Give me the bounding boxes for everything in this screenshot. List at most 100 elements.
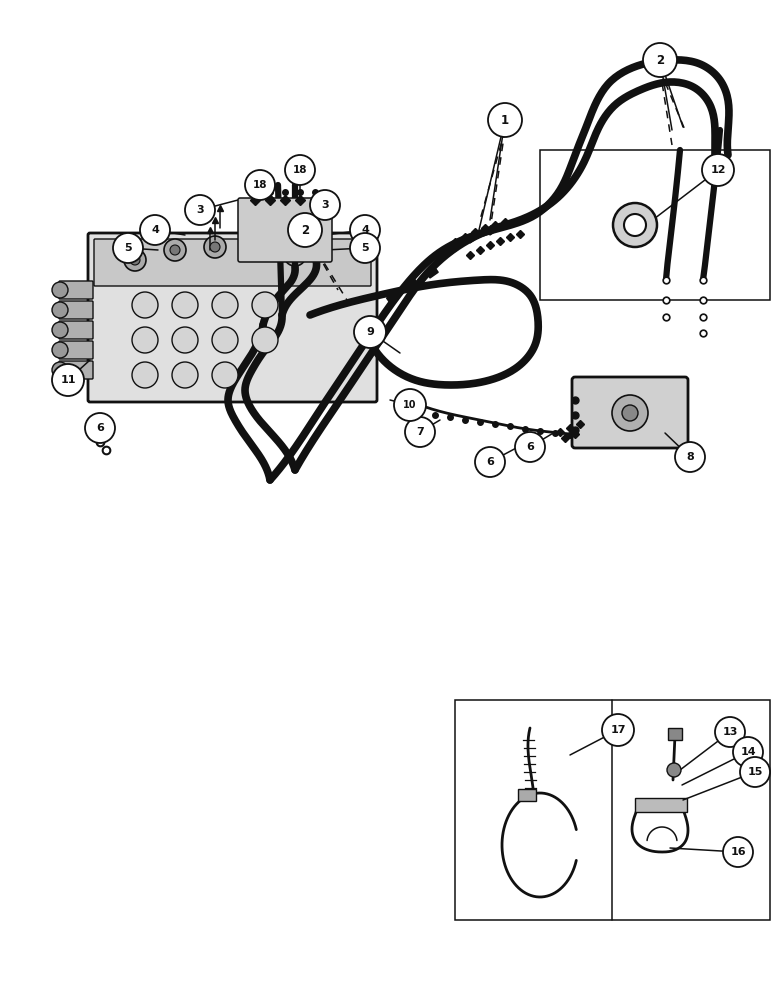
Circle shape [212,292,238,318]
Circle shape [250,245,260,255]
Bar [540,150,770,300]
Circle shape [52,364,84,396]
Text: 3: 3 [196,205,204,215]
Circle shape [475,447,505,477]
Text: 8: 8 [686,452,694,462]
Circle shape [740,757,770,787]
Circle shape [515,432,545,462]
Text: 6: 6 [526,442,534,452]
Text: 11: 11 [60,375,76,385]
Bar [407,279,418,290]
Circle shape [288,213,322,247]
Circle shape [172,292,198,318]
Circle shape [602,714,634,746]
Circle shape [284,244,306,266]
Circle shape [622,405,638,421]
FancyBboxPatch shape [572,377,688,448]
FancyBboxPatch shape [59,301,93,319]
Text: 16: 16 [730,847,746,857]
Circle shape [245,170,275,200]
Text: 4: 4 [361,225,369,235]
Text: 7: 7 [416,427,424,437]
Circle shape [252,327,278,353]
Circle shape [702,154,734,186]
Circle shape [185,195,215,225]
Text: 2: 2 [656,53,664,66]
Circle shape [244,239,266,261]
Text: 6: 6 [96,423,104,433]
Text: 10: 10 [403,400,417,410]
Bar [387,292,398,303]
Circle shape [52,362,68,378]
Circle shape [132,327,158,353]
Circle shape [52,342,68,358]
Text: 9: 9 [366,327,374,337]
Circle shape [285,155,315,185]
Circle shape [85,413,115,443]
FancyBboxPatch shape [94,239,371,286]
Circle shape [172,327,198,353]
Bar [668,728,682,740]
Text: 18: 18 [293,165,307,175]
Circle shape [132,292,158,318]
Text: 5: 5 [124,243,132,253]
Circle shape [172,362,198,388]
Circle shape [130,255,140,265]
Text: 13: 13 [723,727,738,737]
Circle shape [290,250,300,260]
Text: 15: 15 [747,767,763,777]
Circle shape [643,43,677,77]
Bar [486,224,498,235]
Circle shape [394,389,426,421]
Bar [466,232,478,243]
Bar [427,267,438,278]
Circle shape [212,327,238,353]
Circle shape [405,417,435,447]
Circle shape [667,763,681,777]
Text: 17: 17 [610,725,626,735]
FancyBboxPatch shape [59,281,93,299]
Text: 12: 12 [710,165,726,175]
Circle shape [52,282,68,298]
FancyBboxPatch shape [59,361,93,379]
Circle shape [210,242,220,252]
Circle shape [124,249,146,271]
Circle shape [170,245,180,255]
Text: 1: 1 [501,113,509,126]
FancyBboxPatch shape [59,321,93,339]
Circle shape [612,395,648,431]
Bar [518,789,536,801]
Circle shape [132,362,158,388]
Circle shape [350,233,380,263]
Circle shape [715,717,745,747]
Circle shape [350,215,380,245]
Text: 6: 6 [486,457,494,467]
Text: 5: 5 [361,243,369,253]
Text: 2: 2 [301,224,309,236]
Text: 4: 4 [151,225,159,235]
Bar [446,244,459,255]
Text: 3: 3 [321,200,329,210]
Circle shape [140,215,170,245]
Circle shape [624,214,646,236]
Circle shape [204,236,226,258]
Circle shape [164,239,186,261]
Circle shape [52,302,68,318]
Circle shape [252,292,278,318]
Circle shape [52,322,68,338]
FancyBboxPatch shape [238,198,332,262]
Circle shape [675,442,705,472]
Circle shape [310,190,340,220]
Bar [455,700,770,920]
Circle shape [613,203,657,247]
Circle shape [488,103,522,137]
FancyBboxPatch shape [88,233,377,402]
Circle shape [723,837,753,867]
Circle shape [733,737,763,767]
Bar [635,798,687,812]
Text: 14: 14 [740,747,756,757]
Text: 18: 18 [252,180,267,190]
Circle shape [354,316,386,348]
Circle shape [212,362,238,388]
FancyBboxPatch shape [59,341,93,359]
